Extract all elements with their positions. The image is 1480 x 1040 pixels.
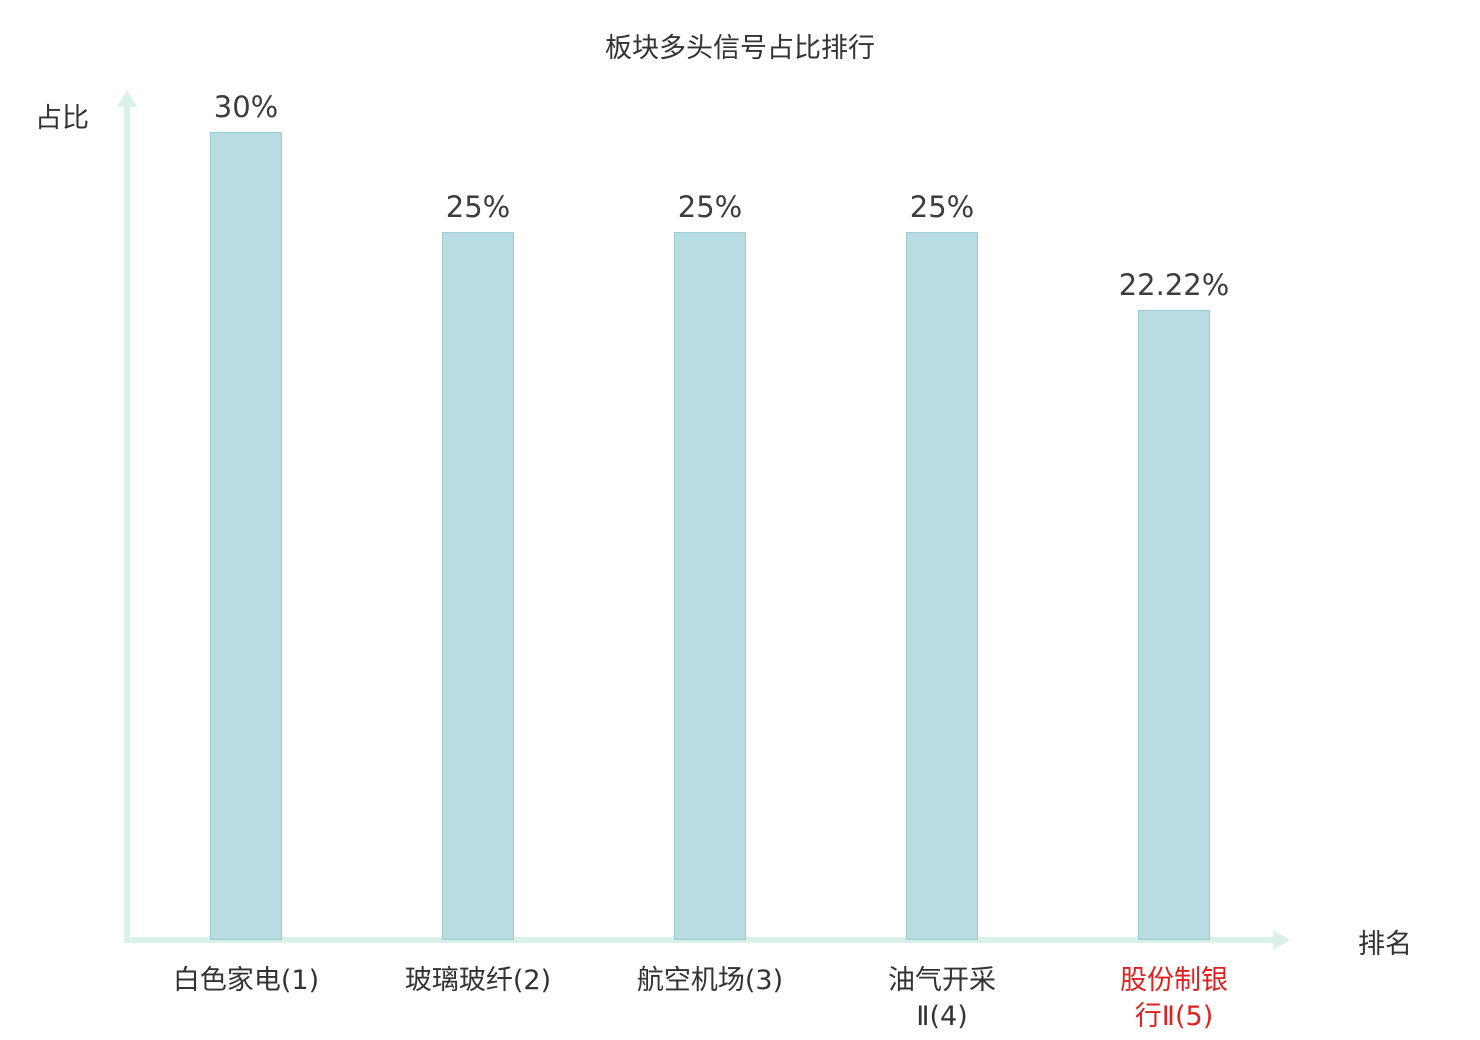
bar [674,232,746,940]
y-axis-arrow-icon [117,90,137,107]
bar-group: 25% [362,90,594,940]
x-axis-arrow-icon [1273,930,1290,950]
bar [906,232,978,940]
bar-group: 30% [130,90,362,940]
bar-value-label: 22.22% [1118,268,1230,302]
category-label: 白色家电(1) [172,965,320,996]
category-label: 玻璃玻纤(2) [404,965,552,996]
category-labels-row: 白色家电(1) 玻璃玻纤(2) 航空机场(3) 油气开采 Ⅱ(4) 股份制银 行Ⅱ(5) [130,963,1290,1036]
bars-area: 30% 25% 25% 25% 22.22% [130,90,1290,940]
x-axis-label: 排名 [1358,929,1412,960]
category-label: 股份制银 行Ⅱ(5) [1120,965,1228,1033]
bar-value-label: 25% [677,190,743,224]
category-label: 航空机场(3) [636,965,784,996]
bar [1138,310,1210,940]
y-axis-label: 占比 [35,103,89,134]
bar-value-label: 30% [213,90,279,124]
bar-group: 22.22% [1058,90,1290,940]
bar-value-label: 25% [909,190,975,224]
bar-group: 25% [594,90,826,940]
chart-title: 板块多头信号占比排行 [605,33,875,64]
x-axis-line [124,930,1290,950]
bar [442,232,514,940]
bar-value-label: 25% [445,190,511,224]
bar [210,132,282,940]
bar-group: 25% [826,90,1058,940]
category-label: 油气开采 Ⅱ(4) [888,965,996,1033]
y-axis-line [117,90,137,943]
